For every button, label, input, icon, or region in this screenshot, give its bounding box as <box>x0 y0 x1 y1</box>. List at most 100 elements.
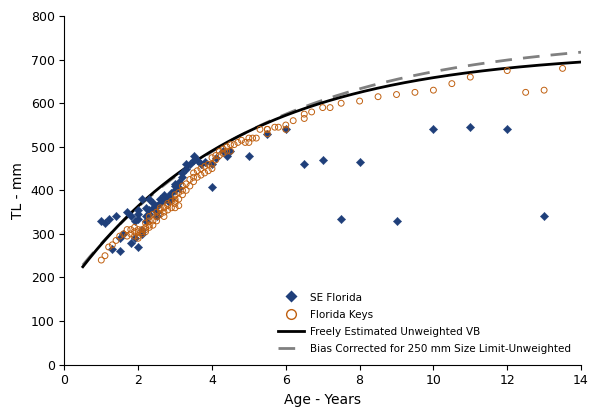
Point <box>111 213 121 220</box>
Point <box>152 209 161 216</box>
Point <box>126 239 136 246</box>
Point <box>163 200 173 207</box>
Point <box>133 233 143 240</box>
Point <box>185 176 194 183</box>
Point <box>274 124 283 130</box>
Point <box>185 161 194 168</box>
Point <box>410 89 420 96</box>
Point <box>119 231 128 237</box>
Point <box>263 126 272 133</box>
Point <box>299 161 309 168</box>
Point <box>141 217 151 224</box>
Point <box>174 189 184 196</box>
Point <box>200 170 209 176</box>
Point <box>170 200 180 207</box>
Point <box>325 104 335 111</box>
Point <box>133 235 143 242</box>
Point <box>211 156 220 163</box>
Point <box>558 65 568 72</box>
Point <box>174 202 184 209</box>
Y-axis label: TL - mm: TL - mm <box>11 162 25 219</box>
Point <box>281 126 290 133</box>
Point <box>126 231 136 237</box>
Point <box>521 89 530 96</box>
Legend: SE Florida, Florida Keys, Freely Estimated Unweighted VB, Bias Corrected for 250: SE Florida, Florida Keys, Freely Estimat… <box>273 287 576 359</box>
Point <box>263 130 272 137</box>
Point <box>163 194 173 200</box>
Point <box>119 231 128 237</box>
Point <box>167 198 176 204</box>
Point <box>126 213 136 220</box>
Point <box>263 126 272 133</box>
Point <box>170 204 180 211</box>
Point <box>392 91 401 98</box>
Point <box>126 226 136 233</box>
Point <box>174 178 184 185</box>
Point <box>178 174 187 181</box>
Point <box>155 200 165 207</box>
Point <box>155 196 165 202</box>
Point <box>218 150 228 157</box>
Point <box>100 252 110 259</box>
Point <box>203 168 213 174</box>
Point <box>148 217 158 224</box>
Point <box>502 126 512 133</box>
Point <box>241 139 250 146</box>
Point <box>207 161 217 168</box>
Point <box>193 156 202 163</box>
Point <box>355 98 364 104</box>
Point <box>178 187 187 194</box>
Point <box>289 117 298 124</box>
Point <box>104 244 113 250</box>
Point <box>237 137 247 144</box>
Point <box>170 187 180 194</box>
Point <box>207 165 217 172</box>
Point <box>428 87 438 94</box>
Point <box>107 242 117 248</box>
Point <box>196 161 206 168</box>
Point <box>181 181 191 187</box>
Point <box>130 217 139 224</box>
Point <box>115 235 125 242</box>
Point <box>130 233 139 240</box>
Point <box>145 224 154 231</box>
Point <box>181 165 191 172</box>
Point <box>373 93 383 100</box>
Point <box>189 156 199 163</box>
Point <box>141 213 151 220</box>
Point <box>466 74 475 80</box>
Point <box>539 87 549 94</box>
Point <box>152 202 161 209</box>
Point <box>200 159 209 166</box>
Point <box>145 213 154 220</box>
Point <box>133 206 143 213</box>
Point <box>133 244 143 250</box>
Point <box>104 215 113 222</box>
Point <box>145 217 154 224</box>
Point <box>133 228 143 235</box>
Point <box>137 196 146 202</box>
Point <box>447 80 457 87</box>
Point <box>133 215 143 222</box>
Point <box>145 206 154 213</box>
Point <box>115 233 125 240</box>
Point <box>97 257 106 263</box>
Point <box>200 163 209 170</box>
Point <box>100 220 110 227</box>
Point <box>107 246 117 252</box>
Point <box>218 148 228 155</box>
Point <box>178 191 187 198</box>
Point <box>141 226 151 233</box>
Point <box>251 135 261 141</box>
Point <box>215 148 224 155</box>
Point <box>193 174 202 181</box>
Point <box>170 196 180 202</box>
Point <box>170 181 180 187</box>
Point <box>159 204 169 211</box>
Point <box>152 209 161 216</box>
Point <box>167 189 176 196</box>
Point <box>211 152 220 159</box>
Point <box>130 224 139 231</box>
Point <box>137 231 146 237</box>
Point <box>299 111 309 117</box>
